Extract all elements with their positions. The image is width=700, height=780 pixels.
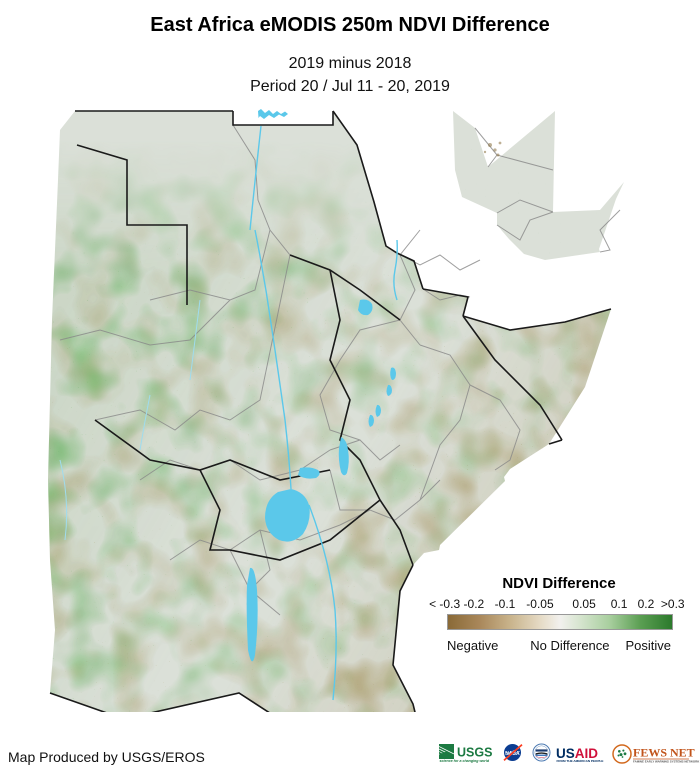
svg-text:FROM THE AMERICAN PEOPLE: FROM THE AMERICAN PEOPLE xyxy=(557,759,604,763)
svg-text:FAMINE EARLY WARNING SYSTEMS N: FAMINE EARLY WARNING SYSTEMS NETWORK xyxy=(633,759,700,763)
svg-text:science for a changing world: science for a changing world xyxy=(440,759,490,763)
svg-text:FEWS NET: FEWS NET xyxy=(633,746,695,760)
svg-text:USGS: USGS xyxy=(457,746,492,760)
